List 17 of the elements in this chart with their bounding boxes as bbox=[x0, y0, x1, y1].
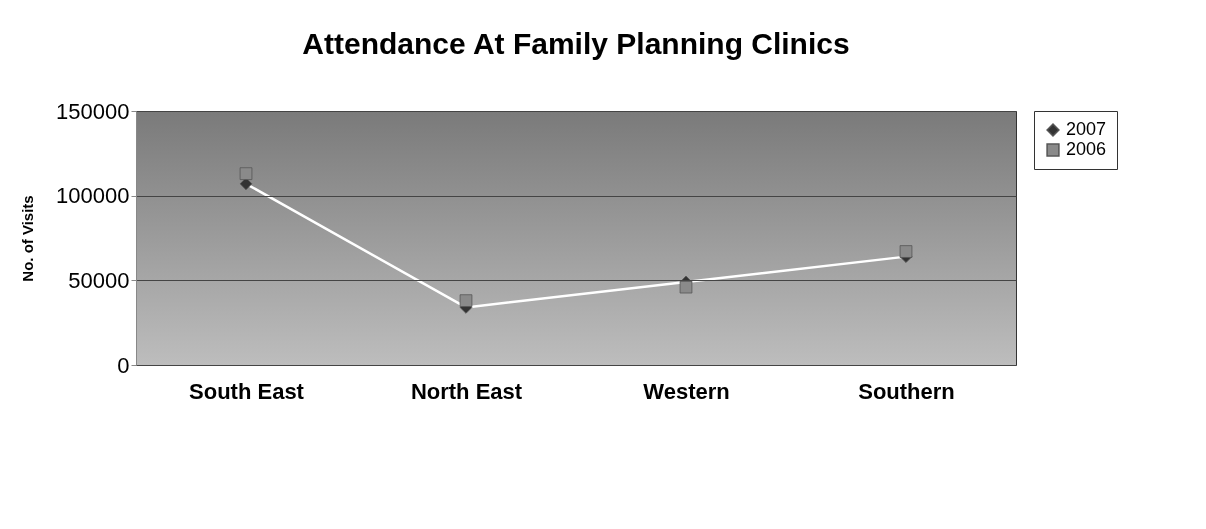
x-tick-label: Southern bbox=[858, 378, 955, 404]
y-tick-label: 50000 bbox=[68, 267, 130, 293]
y-tick-label: 100000 bbox=[56, 183, 130, 209]
x-tick-label: North East bbox=[410, 378, 523, 404]
chart-title: Attendance At Family Planning Clinics bbox=[302, 27, 850, 60]
point bbox=[679, 280, 693, 294]
legend-label: 2007 bbox=[1066, 119, 1107, 139]
point bbox=[459, 294, 473, 307]
y-tick-label: 0 bbox=[117, 352, 130, 378]
point bbox=[239, 177, 253, 191]
x-tick-label: Western bbox=[643, 378, 730, 404]
x-tick-label: South East bbox=[189, 378, 305, 404]
y-axis-title: No. of Visits bbox=[19, 195, 37, 282]
y-tick-label: 150000 bbox=[56, 98, 130, 124]
legend-label: 2006 bbox=[1066, 139, 1107, 159]
point bbox=[899, 245, 913, 258]
point bbox=[239, 167, 253, 180]
